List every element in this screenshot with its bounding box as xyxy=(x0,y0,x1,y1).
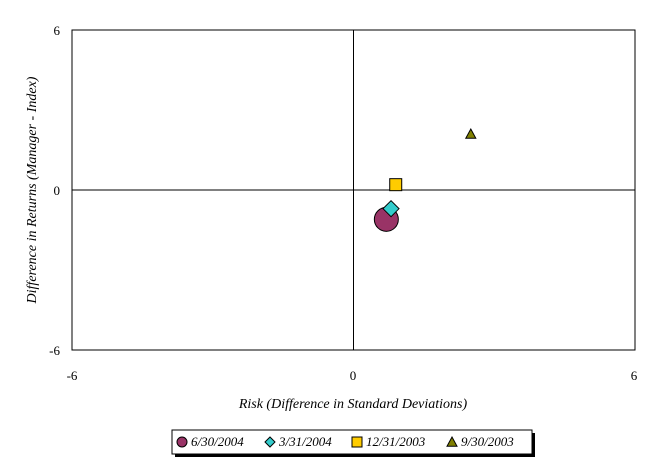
data-point-diamond xyxy=(382,199,400,218)
legend-label: 6/30/2004 xyxy=(191,434,244,449)
x-tick-label-left: -6 xyxy=(67,368,78,383)
legend-label: 3/31/2004 xyxy=(278,434,332,449)
legend-label: 12/31/2003 xyxy=(366,434,426,449)
legend-items: 6/30/2004 3/31/2004 12/31/2003 9/30/2003 xyxy=(176,434,514,449)
x-tick-label-right: 6 xyxy=(631,368,638,383)
legend: 6/30/2004 3/31/2004 12/31/2003 9/30/2003 xyxy=(171,429,535,457)
data-point-triangle xyxy=(464,127,477,139)
y-tick-label-top: 6 xyxy=(54,23,61,38)
legend-label: 9/30/2003 xyxy=(461,434,514,449)
legend-marker-circle xyxy=(176,436,188,448)
x-tick-label-mid: 0 xyxy=(350,368,357,383)
y-tick-label-bottom: -6 xyxy=(49,343,60,358)
data-point-square xyxy=(389,178,403,192)
legend-marker-triangle xyxy=(446,435,458,447)
x-axis-title: Risk (Difference in Standard Deviations) xyxy=(238,397,468,412)
legend-marker-square xyxy=(351,436,363,448)
markers-layer xyxy=(373,127,477,232)
legend-marker-diamond xyxy=(264,436,276,448)
y-tick-label-mid: 0 xyxy=(54,183,61,198)
y-axis-title: Difference in Returns (Manager - Index) xyxy=(25,76,40,304)
